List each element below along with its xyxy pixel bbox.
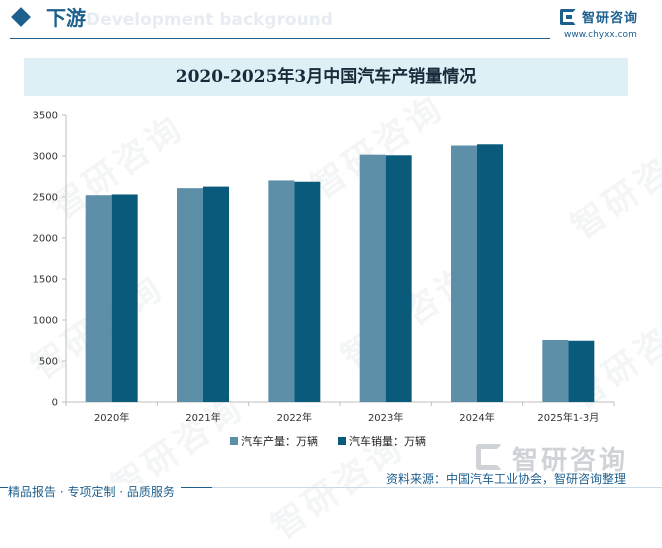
legend-swatch — [338, 437, 346, 445]
bar-production — [451, 145, 477, 402]
bar-sales — [294, 181, 321, 402]
y-tick-label: 1500 — [33, 275, 58, 286]
chart-title-band: 2020-2025年3月中国汽车产销量情况 — [24, 58, 628, 96]
bar-sales — [111, 194, 138, 402]
brand-logo: 智研咨询 www.chyxx.com — [560, 6, 660, 42]
x-tick-label: 2023年 — [368, 411, 403, 424]
header-watermark: Development background — [86, 10, 333, 30]
brand-logo-icon — [560, 9, 576, 25]
legend-item-sales: 汽车销量：万辆 — [338, 433, 426, 449]
x-tick-label: 2022年 — [277, 411, 312, 424]
footer-logo-text: 智研咨询 — [512, 446, 629, 476]
bar-sales — [568, 340, 595, 402]
header-divider — [10, 38, 550, 39]
legend-label: 汽车产量：万辆 — [241, 435, 318, 448]
bar-production — [359, 154, 386, 402]
bar-sales — [385, 155, 412, 402]
y-tick-label: 2000 — [33, 234, 58, 245]
bar-production — [85, 195, 112, 402]
footer-divider — [0, 487, 662, 488]
bar-chart: 0 500 1000 1500 2000 2500 3000 3500 2020年 2021年 20… — [33, 111, 615, 424]
chart-title: 2020-2025年3月中国汽车产销量情况 — [175, 67, 477, 87]
y-tick-label: 500 — [39, 357, 58, 368]
section-title: 下游 — [46, 6, 86, 30]
y-tick-label: 0 — [52, 398, 58, 409]
data-source: 资料来源：中国汽车工业协会，智研咨询整理 — [386, 472, 627, 486]
x-tick-label: 2020年 — [94, 411, 129, 424]
footer-bar: 精品报告 · 专项定制 · 品质服务 — [0, 481, 662, 506]
bar-sales — [203, 186, 229, 402]
bar-production — [177, 188, 203, 402]
brand-name: 智研咨询 — [582, 11, 639, 26]
x-tick-label: 2024年 — [459, 411, 494, 424]
legend-label: 汽车销量：万辆 — [349, 435, 426, 448]
x-tick-label: 2021年 — [185, 411, 220, 424]
x-tick-label: 2025年1-3月 — [537, 411, 599, 424]
footer-slogan: 精品报告 · 专项定制 · 品质服务 — [8, 483, 181, 500]
bar-production — [268, 180, 295, 402]
y-tick-label: 3500 — [33, 111, 58, 122]
header: Development background 下游 智研咨询 www.chyxx… — [0, 0, 662, 44]
brand-url: www.chyxx.com — [564, 30, 637, 40]
bar-sales — [477, 144, 503, 403]
footer-logo-icon — [476, 444, 502, 470]
legend-item-production: 汽车产量：万辆 — [230, 433, 318, 449]
y-tick-label: 2500 — [33, 193, 58, 204]
y-tick-label: 1000 — [33, 316, 58, 327]
bar-production — [542, 340, 569, 402]
legend-swatch — [230, 437, 238, 445]
y-tick-label: 3000 — [33, 152, 58, 163]
